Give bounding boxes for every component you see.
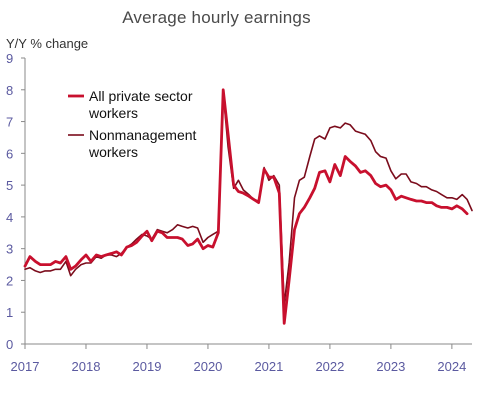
- y-tick-label: 1: [6, 305, 13, 320]
- axes: 0 1 2 3 4 5 6 7 8 9 2017 2018 2019 2020 2021 2022 2023 20…: [6, 51, 472, 374]
- x-tick-label: 2017: [11, 359, 40, 374]
- x-tick-label: 2022: [315, 359, 344, 374]
- legend-entry-all-private-sector-workers-label: workers: [88, 105, 138, 121]
- legend-entry-nonmanagement-workers-label: Nonmanagement: [89, 127, 197, 143]
- x-tick-label: 2018: [72, 359, 101, 374]
- y-axis-unit-label: Y/Y % change: [6, 36, 89, 51]
- x-tick-label: 2024: [437, 359, 466, 374]
- x-tick-label: 2019: [133, 359, 162, 374]
- chart-title: Average hourly earnings: [122, 8, 311, 27]
- y-tick-label: 3: [6, 242, 13, 257]
- y-tick-label: 2: [6, 273, 13, 288]
- x-tick-label: 2023: [376, 359, 405, 374]
- legend-entry-nonmanagement-workers-label: workers: [88, 144, 138, 160]
- y-tick-label: 0: [6, 337, 13, 352]
- legend: All private sectorworkersNonmanagementwo…: [68, 88, 197, 160]
- y-tick-label: 7: [6, 115, 13, 130]
- x-tick-label: 2020: [193, 359, 222, 374]
- series-lines: [23, 88, 473, 325]
- series-line-all-private-sector-workers: [23, 88, 469, 325]
- y-tick-label: 6: [6, 146, 13, 161]
- y-tick-label: 4: [6, 210, 13, 225]
- x-tick-label: 2021: [254, 359, 283, 374]
- y-tick-label: 5: [6, 178, 13, 193]
- y-tick-label: 9: [6, 51, 13, 66]
- legend-entry-all-private-sector-workers-label: All private sector: [89, 88, 193, 104]
- y-tick-label: 8: [6, 83, 13, 98]
